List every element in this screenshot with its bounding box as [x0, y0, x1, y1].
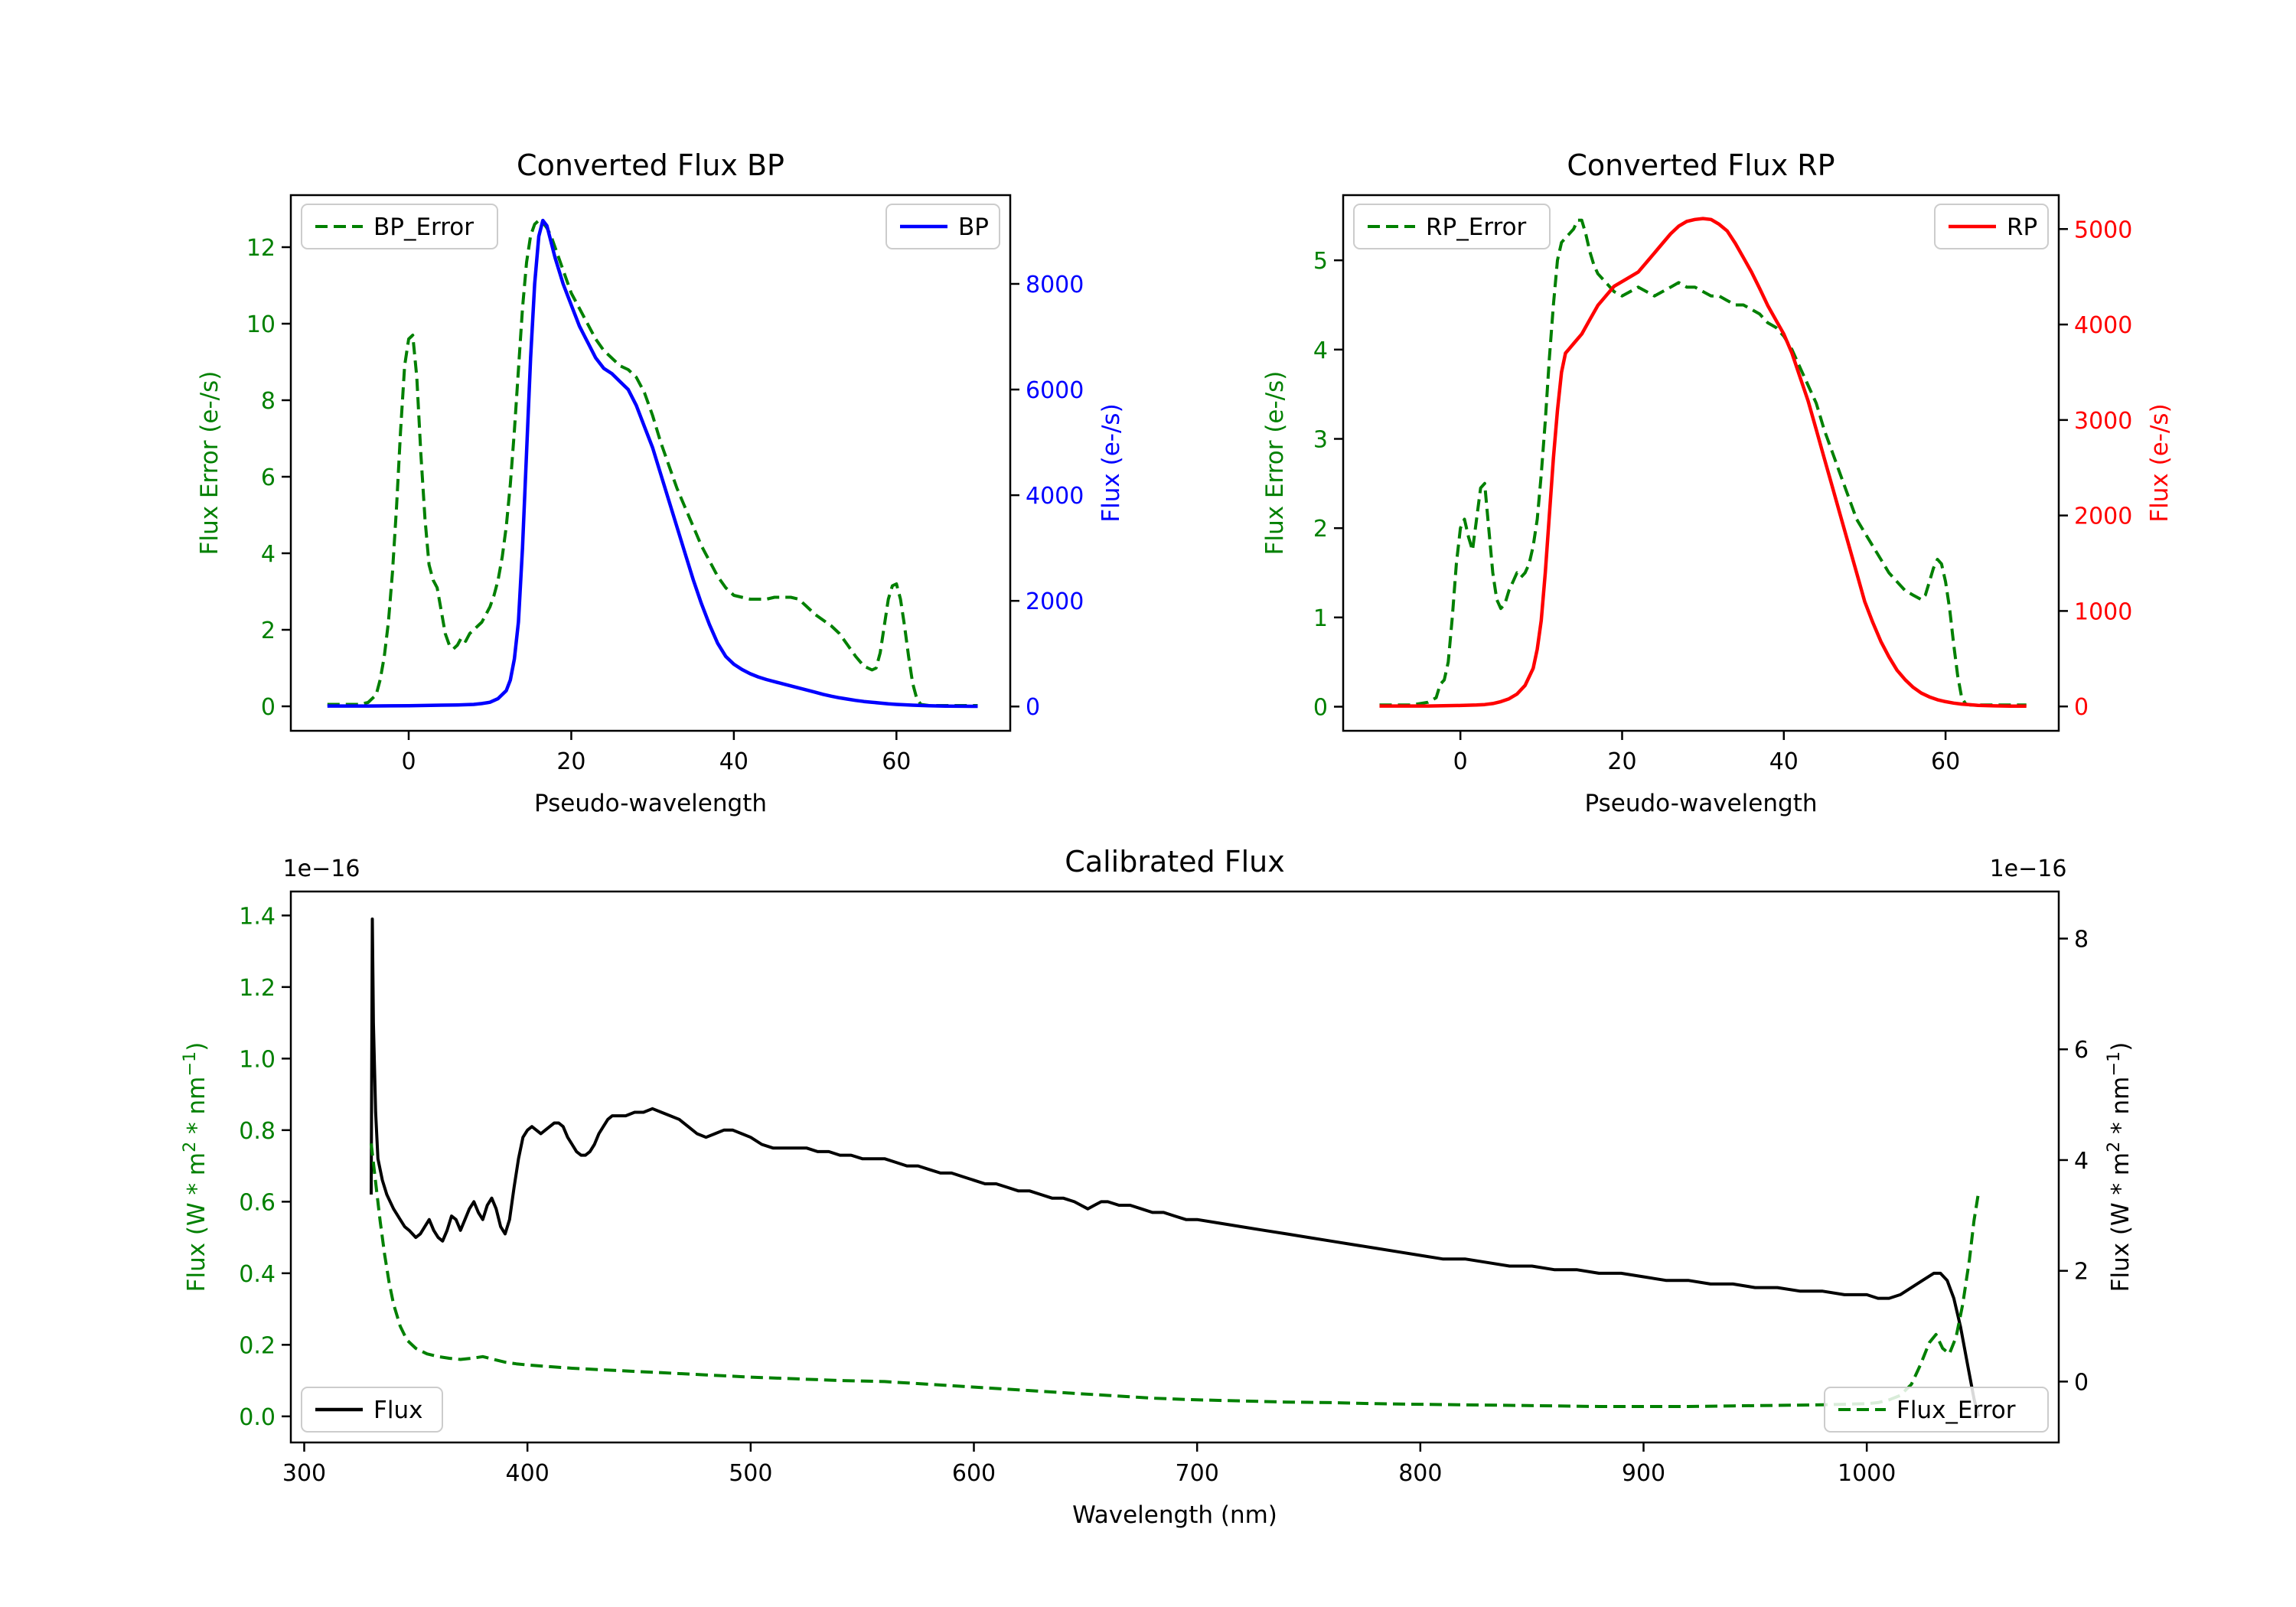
legend-label: BP_Error: [373, 214, 474, 241]
x-tick-label: 600: [952, 1460, 996, 1487]
series-Flux: [370, 918, 1980, 1417]
x-tick-label: 40: [719, 748, 748, 775]
y-tick-label-left: 2: [261, 618, 276, 644]
legend-box: [1353, 204, 1551, 249]
chart-converted-flux-rp: 0 20 40 60 0 1 2 3 4 5 Flux Error (e-/s) 0 1000 2000 3…: [1261, 148, 2174, 817]
y-tick-label-right: 0: [2074, 694, 2089, 721]
y-tick-label-left: 12: [246, 235, 276, 262]
y-tick-label-left: 4: [261, 541, 276, 568]
legend-RP_Error: RP_Error: [1353, 204, 1551, 249]
offset-text-left: 1e−16: [283, 856, 360, 882]
y-tick-label-left: 3: [1313, 427, 1328, 454]
x-tick-label: 300: [282, 1460, 326, 1487]
ylabel-left: Flux Error (e-/s): [196, 371, 223, 556]
y-tick-label-right: 0: [2074, 1369, 2089, 1396]
y-tick-label-left: 0: [261, 694, 276, 721]
xlabel: Pseudo-wavelength: [1584, 790, 1817, 817]
x-tick-label: 0: [401, 748, 416, 775]
ylabel-left: Flux Error (e-/s): [1261, 371, 1289, 556]
y-tick-label-right: 4: [2074, 1148, 2089, 1175]
y-tick-label-left: 1.0: [239, 1046, 276, 1073]
x-tick-label: 40: [1769, 748, 1799, 775]
y-tick-label-right: 4000: [2074, 312, 2132, 339]
y-tick-label-right: 3000: [2074, 408, 2132, 435]
y-tick-label-right: 8000: [1026, 272, 1084, 298]
legend-Flux_Error: Flux_Error: [1824, 1387, 2049, 1433]
chart-converted-flux-bp: 0 20 40 60 0 2 4 6 8 10 12 Flux Error (e-/s) 0 2000 40…: [196, 148, 1125, 817]
legend-RP: RP: [1934, 204, 2049, 249]
chart-title: Converted Flux BP: [517, 148, 784, 182]
chart-title: Calibrated Flux: [1065, 845, 1284, 878]
y-tick-label-left: 0.0: [239, 1404, 276, 1431]
x-tick-label: 60: [1931, 748, 1960, 775]
axes-spines: [289, 890, 2060, 1444]
y-tick-label-left: 8: [261, 388, 276, 415]
x-tick-label: 400: [506, 1460, 550, 1487]
y-tick-label-left: 2: [1313, 516, 1328, 543]
xlabel: Pseudo-wavelength: [534, 790, 767, 817]
y-tick-label-left: 1.4: [239, 903, 276, 930]
y-tick-label-left: 0: [1313, 695, 1328, 722]
series-Flux_Error: [370, 1143, 1980, 1408]
x-tick-label: 1000: [1838, 1460, 1896, 1487]
legend-box: [1824, 1387, 2049, 1433]
y-tick-label-left: 6: [261, 464, 276, 491]
ylabel-right: Flux (W * m2 * nm−1): [2104, 1042, 2135, 1292]
xlabel: Wavelength (nm): [1072, 1501, 1277, 1529]
x-tick-label: 60: [882, 748, 911, 775]
legend-label: BP: [958, 214, 989, 241]
x-tick-label: 20: [1607, 748, 1636, 775]
y-tick-label-left: 1: [1313, 605, 1328, 632]
series-RP: [1379, 217, 2027, 709]
x-tick-label: 20: [556, 748, 585, 775]
y-tick-label-right: 8: [2074, 927, 2089, 953]
y-tick-label-right: 4000: [1026, 483, 1084, 510]
legend-box: [301, 1387, 443, 1433]
y-tick-label-right: 2: [2074, 1259, 2089, 1286]
y-tick-label-right: 0: [1026, 694, 1040, 721]
legend-label: Flux_Error: [1896, 1397, 2016, 1424]
x-tick-label: 900: [1622, 1460, 1665, 1487]
y-tick-label-left: 10: [246, 311, 276, 338]
ylabel-right: Flux (e-/s): [2146, 403, 2174, 522]
x-tick-label: 700: [1176, 1460, 1219, 1487]
series-BP: [327, 218, 978, 709]
y-tick-label-left: 1.2: [239, 975, 276, 1002]
y-tick-label-right: 5000: [2074, 217, 2132, 243]
legend-label: Flux: [373, 1397, 422, 1424]
y-tick-label-right: 6000: [1026, 377, 1084, 404]
y-tick-label-left: 0.2: [239, 1332, 276, 1359]
ylabel-right: Flux (e-/s): [1097, 403, 1125, 522]
legend-BP: BP: [885, 204, 1000, 249]
y-tick-label-left: 4: [1313, 337, 1328, 364]
series-BP_Error: [327, 219, 978, 707]
y-tick-label-right: 6: [2074, 1037, 2089, 1064]
ylabel-left: Flux (W * m2 * nm−1): [180, 1042, 210, 1292]
x-tick-label: 800: [1398, 1460, 1442, 1487]
legend-label: RP: [2007, 214, 2037, 241]
x-tick-label: 0: [1453, 748, 1468, 775]
y-tick-label-left: 5: [1313, 248, 1328, 275]
y-tick-label-right: 2000: [2074, 504, 2132, 530]
y-tick-label-right: 1000: [2074, 598, 2132, 625]
axes-spines: [1342, 194, 2060, 732]
y-tick-label-left: 0.4: [239, 1261, 276, 1288]
y-tick-label-left: 0.8: [239, 1118, 276, 1145]
y-tick-label-left: 0.6: [239, 1189, 276, 1216]
x-tick-label: 500: [729, 1460, 772, 1487]
offset-text-right: 1e−16: [1990, 856, 2067, 882]
axes-spines: [289, 194, 1012, 732]
legend-box: [301, 204, 498, 249]
chart-calibrated-flux: 300 400 500 600 700 800 900 1000 0.0 0.2 0.4 0.6 0.8…: [180, 845, 2135, 1529]
legend-Flux: Flux: [301, 1387, 443, 1433]
series-RP_Error: [1379, 218, 2027, 707]
legend-label: RP_Error: [1426, 214, 1527, 241]
y-tick-label-right: 2000: [1026, 588, 1084, 615]
chart-title: Converted Flux RP: [1567, 148, 1835, 182]
legend-BP_Error: BP_Error: [301, 204, 498, 249]
